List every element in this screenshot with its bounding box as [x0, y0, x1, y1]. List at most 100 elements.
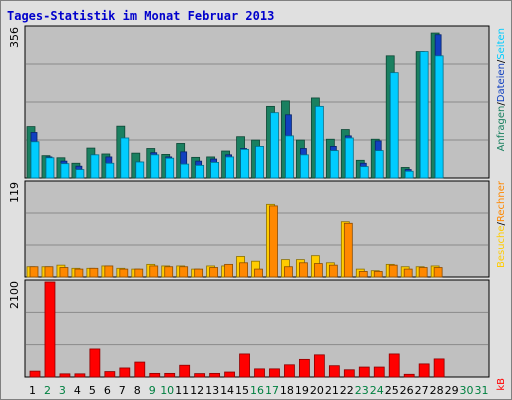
bar-rechner-day-26: [403, 268, 413, 278]
bar-seiten-day-22: [344, 137, 354, 179]
x-tick-label: 29: [445, 384, 459, 397]
bar-kb-day-9: [149, 372, 161, 378]
bar-rechner-day-27: [418, 267, 428, 278]
bar-seiten-day-17: [270, 112, 279, 179]
x-tick-label: 9: [149, 384, 156, 397]
right-label-part: kB: [496, 378, 507, 391]
x-tick-label: 14: [220, 384, 234, 397]
bar-rechner-day-8: [134, 268, 144, 278]
bar-rechner-day-9: [149, 265, 159, 278]
panel-top: 356: [8, 25, 490, 179]
x-tick-label: 17: [265, 384, 279, 397]
bar-seiten-day-23: [359, 166, 369, 179]
bar-seiten-day-9: [150, 154, 160, 179]
x-tick-label: 25: [385, 384, 399, 397]
x-tick-label: 10: [160, 384, 174, 397]
bar-kb-day-7: [119, 367, 131, 378]
bar-kb-day-22: [343, 369, 355, 378]
bar-kb-day-2: [44, 281, 56, 378]
bar-seiten-day-15: [240, 148, 249, 179]
x-tick-label: 7: [119, 384, 126, 397]
bar-rechner-day-23: [358, 271, 368, 278]
x-tick-label: 5: [89, 384, 96, 397]
x-tick-label: 19: [295, 384, 309, 397]
bar-kb-day-26: [403, 373, 415, 378]
bar-rechner-day-15: [239, 262, 248, 278]
bar-kb-day-17: [269, 368, 280, 378]
bar-seiten-day-24: [374, 150, 384, 179]
x-tick-label: 18: [280, 384, 294, 397]
right-label-part: /: [496, 102, 507, 106]
bar-rechner-day-18: [284, 266, 293, 278]
right-label-part: Rechner: [496, 180, 507, 222]
bar-rechner-day-20: [313, 263, 323, 278]
x-tick-label: 24: [370, 384, 384, 397]
panel-middle: 119: [8, 180, 490, 278]
bar-seiten-day-7: [120, 137, 130, 179]
bar-kb-day-12: [194, 373, 206, 378]
bar-seiten-day-2: [45, 157, 55, 179]
x-tick-label: 27: [415, 384, 429, 397]
bar-seiten-day-5: [90, 154, 100, 179]
bar-seiten-day-10: [165, 157, 175, 179]
bar-kb-day-1: [29, 370, 41, 378]
bar-rechner-day-11: [179, 266, 189, 278]
bar-seiten-day-13: [210, 162, 220, 179]
x-tick-label: 16: [250, 384, 264, 397]
bar-seiten-day-11: [180, 163, 190, 179]
chart-title: Tages-Statistik im Monat Februar 2013: [7, 9, 274, 23]
bar-seiten-day-8: [135, 161, 145, 179]
bar-seiten-day-18: [285, 135, 294, 179]
bar-rechner-day-13: [209, 267, 219, 278]
x-tick-label: 31: [475, 384, 489, 397]
right-label-part: Anfragen: [496, 106, 507, 152]
x-tick-label: 13: [205, 384, 219, 397]
x-tick-label: 20: [310, 384, 324, 397]
x-tick-label: 4: [74, 384, 81, 397]
bar-seiten-day-12: [195, 164, 205, 179]
bar-kb-day-20: [313, 354, 325, 378]
x-tick-label: 11: [175, 384, 189, 397]
right-label-part: /: [496, 59, 507, 63]
x-tick-label: 12: [190, 384, 204, 397]
max-value-label-middle: 119: [8, 182, 21, 203]
right-label-part: Dateien: [496, 63, 507, 102]
bar-kb-day-23: [358, 366, 370, 378]
bar-kb-day-25: [388, 353, 400, 378]
bar-kb-day-10: [164, 372, 176, 378]
x-tick-label: 28: [430, 384, 444, 397]
bar-rechner-day-19: [299, 262, 308, 278]
right-label-part: Seiten: [496, 28, 507, 60]
bar-seiten-day-1: [30, 141, 40, 179]
bar-kb-day-4: [74, 373, 86, 378]
bar-seiten-day-16: [255, 145, 264, 179]
bar-rechner-day-25: [388, 264, 398, 278]
bar-kb-day-28: [433, 358, 445, 378]
x-tick-label: 1: [29, 384, 36, 397]
bar-kb-day-11: [179, 364, 191, 378]
bar-rechner-day-1: [29, 266, 39, 278]
bar-seiten-day-28: [434, 55, 444, 179]
bar-rechner-day-10: [164, 266, 174, 278]
bar-seiten-day-19: [300, 154, 309, 179]
x-tick-label: 8: [134, 384, 141, 397]
bar-seiten-day-14: [225, 156, 234, 179]
bar-seiten-day-27: [419, 51, 429, 179]
bar-rechner-day-6: [104, 265, 114, 278]
x-tick-label: 6: [104, 384, 111, 397]
bar-seiten-day-20: [314, 105, 324, 179]
bar-rechner-day-5: [89, 267, 99, 278]
bar-seiten-day-6: [105, 162, 115, 179]
bar-kb-day-19: [299, 358, 310, 378]
x-tick-label: 3: [59, 384, 66, 397]
right-label-bottom: kB: [496, 378, 507, 391]
bar-kb-day-3: [59, 373, 71, 378]
x-tick-label: 15: [235, 384, 249, 397]
x-tick-label: 23: [355, 384, 369, 397]
chart-panels: 356 119 2100: [8, 25, 490, 378]
x-tick-label: 2: [44, 384, 51, 397]
x-tick-label: 26: [400, 384, 414, 397]
bar-kb-day-13: [209, 372, 221, 378]
right-label-part: Besuche: [496, 225, 507, 268]
